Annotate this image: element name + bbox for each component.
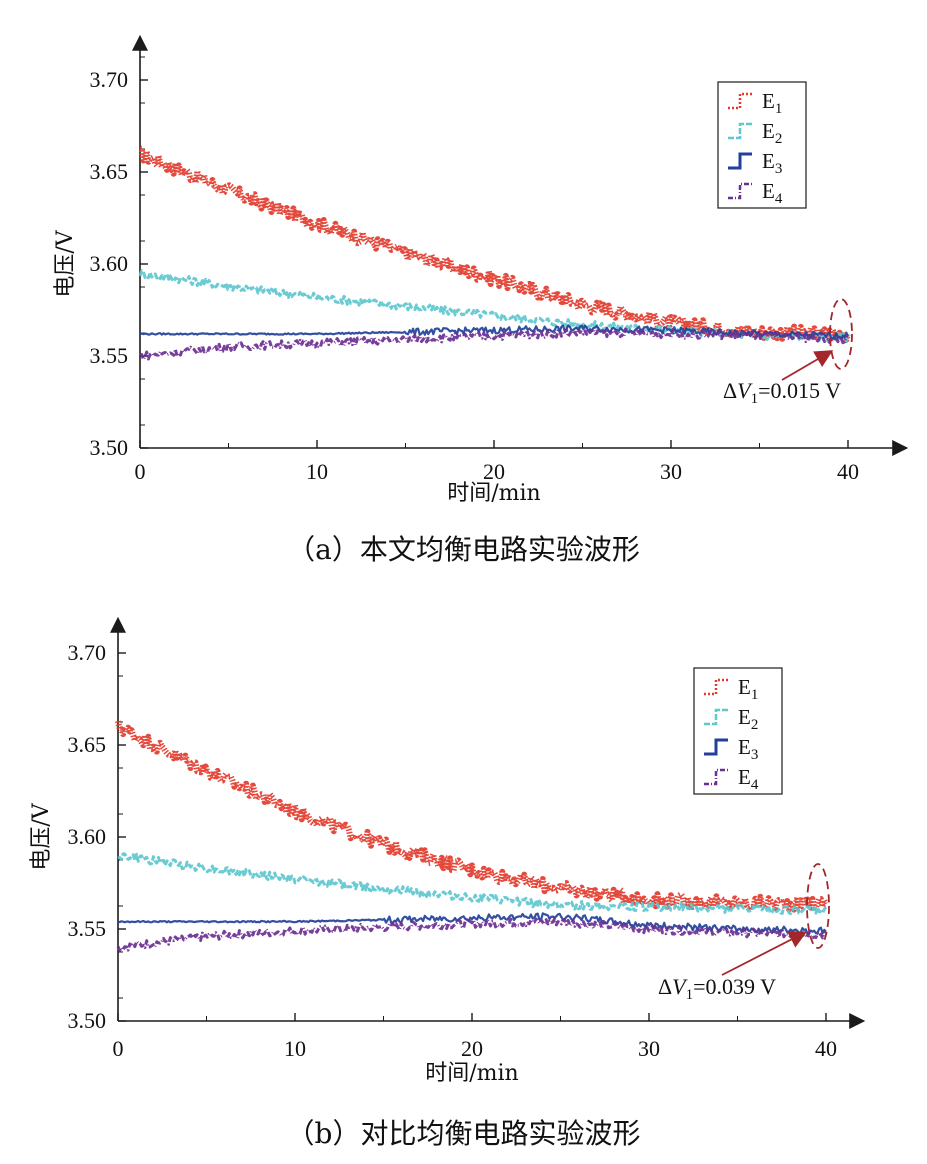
y-tick-label: 3.55 [90,343,129,368]
series-line-e4 [139,327,849,361]
y-tick-label: 3.65 [68,732,107,757]
series-line-e2 [138,269,850,344]
y-tick-label: 3.60 [68,824,107,849]
delta-v-annotation: ΔV1=0.039 V [658,974,776,1003]
delta-v-annotation: ΔV1=0.015 V [723,378,841,407]
legend-box [693,667,783,795]
x-tick-label: 40 [837,459,859,484]
x-tick-label: 10 [306,459,328,484]
series-line-e3 [139,324,850,340]
legend-swatch-e2 [704,708,728,726]
legend-swatch-e3 [704,738,728,756]
chart-panel-b: 3.50 3.55 3.60 3.65 3.70 0 10 20 30 40 时间/min 电压/V E… [0,582,927,1164]
voltage-chart-b: 3.503.553.603.653.700 10 20 30 40时间/min电压/VE… [29,616,866,1086]
annotation-arrow [721,931,808,976]
x-tick-label: 0 [135,459,146,484]
x-tick-label: 0 [113,1036,124,1061]
y-tick-label: 3.60 [90,251,129,276]
series-line-e1 [115,720,829,913]
x-tick-label: 10 [284,1036,306,1061]
x-tick-label: 20 [461,1036,483,1061]
legend-swatch-e2 [728,122,752,140]
caption-a: （a）本文均衡电路实验波形 [287,533,640,566]
chart-panel-a: 3.50 3.55 3.60 3.65 3.70 0 10 20 30 40 时间/min 电压/V E… [53,34,909,566]
series-line-e2 [117,852,828,916]
y-tick-label: 3.50 [90,435,129,460]
legend-swatch-e4 [728,182,752,200]
legend-swatch-e3 [728,152,752,170]
voltage-chart-a: 3.503.553.603.653.700 10 20 30 40时间/min电压/VE… [53,34,909,506]
x-tick-label: 20 [483,459,505,484]
y-axis-title: 电压/V [53,229,78,297]
y-tick-label: 3.70 [90,67,129,92]
y-tick-label: 3.70 [68,640,107,665]
legend-swatch-e1 [728,92,752,110]
caption-b: （b）对比均衡电路实验波形 [286,1117,641,1150]
end-convergence-ellipse [806,863,830,949]
x-tick-label: 30 [660,459,682,484]
x-axis-title: 时间/min [425,1061,518,1086]
x-tick-label: 30 [638,1036,660,1061]
legend-swatch-e4 [704,768,728,786]
legend-box [717,81,807,209]
y-tick-label: 3.65 [90,159,129,184]
annotation-arrow [781,350,834,381]
y-tick-label: 3.50 [68,1008,107,1033]
legend-swatch-e1 [704,678,728,696]
end-convergence-ellipse [829,298,853,370]
x-axis-title: 时间/min [447,481,540,506]
y-tick-label: 3.55 [68,916,107,941]
x-tick-label: 40 [815,1036,837,1061]
y-axis-title: 电压/V [29,802,54,870]
series-line-e4 [116,917,828,952]
